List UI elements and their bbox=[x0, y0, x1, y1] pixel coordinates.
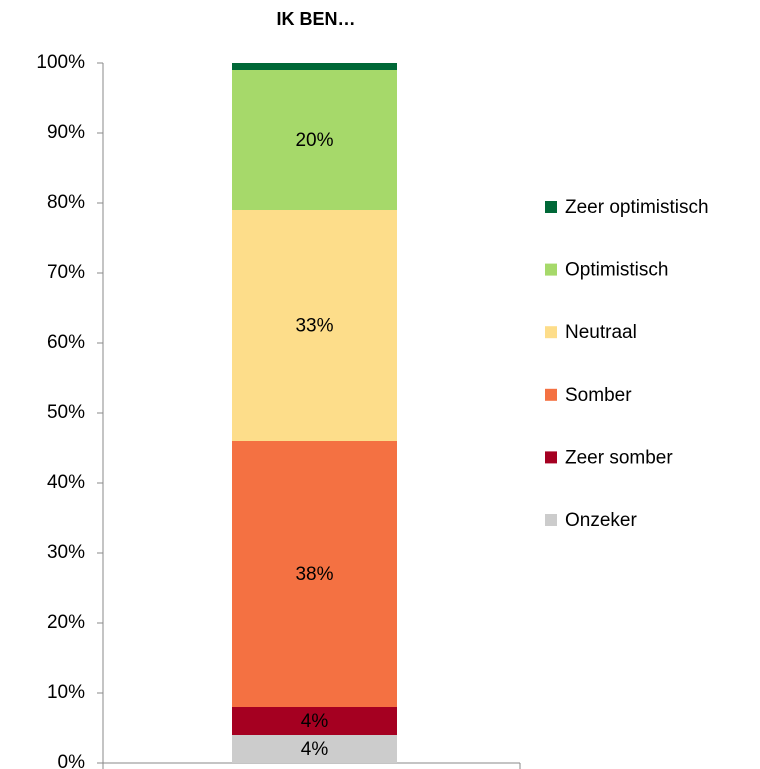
legend-label: Onzeker bbox=[565, 510, 637, 531]
legend-swatch bbox=[545, 263, 557, 276]
legend-label: Neutraal bbox=[565, 322, 637, 343]
y-tick-label: 80% bbox=[47, 192, 85, 213]
data-label: 38% bbox=[295, 564, 333, 585]
data-label: 20% bbox=[295, 130, 333, 151]
legend-swatch bbox=[545, 451, 557, 464]
bar-segment bbox=[232, 735, 397, 763]
y-tick-label: 40% bbox=[47, 472, 85, 493]
y-tick-label: 0% bbox=[58, 752, 86, 769]
bar-segment bbox=[232, 707, 397, 735]
bar-segment bbox=[232, 441, 397, 707]
legend-swatch bbox=[545, 326, 557, 339]
legend-label: Zeer somber bbox=[565, 447, 673, 468]
legend-label: Zeer optimistisch bbox=[565, 197, 709, 218]
legend-swatch bbox=[545, 201, 557, 213]
legend-label: Optimistisch bbox=[565, 260, 668, 281]
bar-segment bbox=[232, 70, 397, 210]
y-tick-label: 30% bbox=[47, 542, 85, 563]
data-label: 4% bbox=[301, 739, 329, 760]
legend-swatch bbox=[545, 388, 557, 401]
chart-title: IK BEN… bbox=[276, 9, 355, 29]
bar-segment bbox=[232, 63, 397, 70]
data-label: 4% bbox=[301, 711, 329, 732]
y-tick-label: 60% bbox=[47, 332, 85, 353]
legend-label: Somber bbox=[565, 385, 632, 406]
y-tick-label: 100% bbox=[36, 52, 85, 73]
y-tick-label: 90% bbox=[47, 122, 85, 143]
y-tick-label: 20% bbox=[47, 612, 85, 633]
legend-swatch bbox=[545, 514, 557, 526]
bar-segment bbox=[232, 210, 397, 441]
y-tick-label: 70% bbox=[47, 262, 85, 283]
y-tick-label: 10% bbox=[47, 682, 85, 703]
data-label: 33% bbox=[295, 316, 333, 337]
y-tick-label: 50% bbox=[47, 402, 85, 423]
